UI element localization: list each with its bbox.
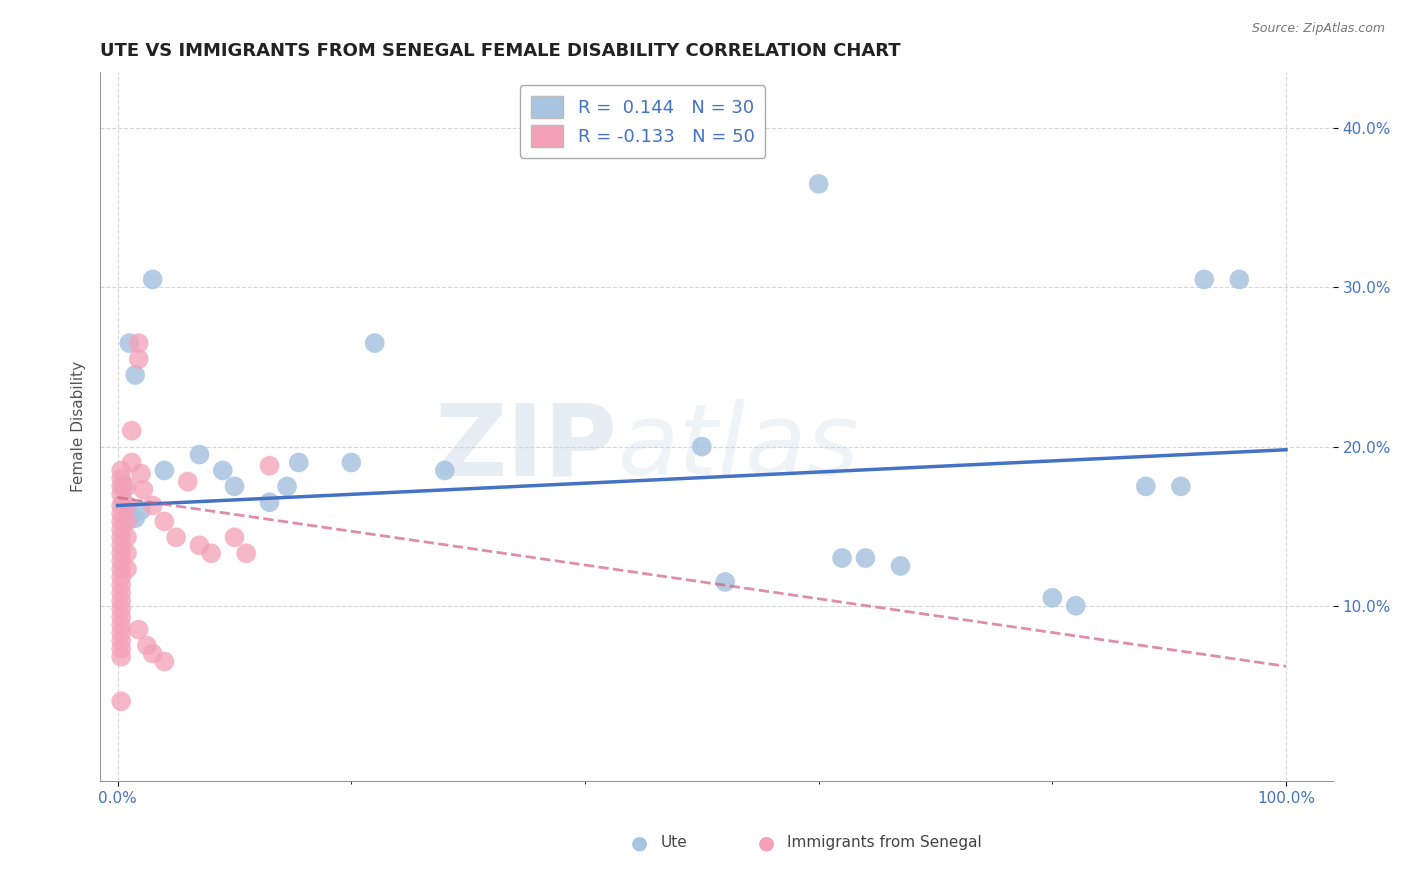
Point [433, 463, 456, 477]
Text: Ute: Ute [661, 836, 688, 850]
Point [112, 495, 135, 509]
Point [118, 336, 141, 351]
Point [200, 546, 222, 560]
Point [128, 351, 150, 366]
Point [287, 455, 309, 469]
Text: ●: ● [631, 833, 648, 853]
Point [110, 463, 132, 477]
Point [142, 272, 165, 286]
Text: atlas: atlas [617, 400, 859, 497]
Point [259, 458, 281, 473]
Point [690, 440, 713, 454]
Text: ZIP: ZIP [434, 400, 617, 497]
Point [110, 641, 132, 656]
Point [110, 570, 132, 584]
Point [1194, 272, 1216, 286]
Point [153, 655, 176, 669]
Point [115, 530, 138, 544]
Legend: R =  0.144   N = 30, R = -0.133   N = 50: R = 0.144 N = 30, R = -0.133 N = 50 [520, 85, 765, 158]
Point [110, 554, 132, 568]
Point [110, 602, 132, 616]
Point [110, 562, 132, 576]
Point [153, 463, 176, 477]
Point [121, 424, 143, 438]
Point [807, 177, 830, 191]
Point [165, 530, 187, 544]
Point [831, 551, 853, 566]
Point [128, 623, 150, 637]
Point [135, 639, 157, 653]
Text: Source: ZipAtlas.com: Source: ZipAtlas.com [1251, 22, 1385, 36]
Text: Immigrants from Senegal: Immigrants from Senegal [787, 836, 983, 850]
Point [889, 559, 911, 574]
Point [115, 546, 138, 560]
Point [224, 479, 246, 493]
Point [115, 562, 138, 576]
Point [112, 479, 135, 493]
Point [1227, 272, 1250, 286]
Point [224, 530, 246, 544]
Point [110, 649, 132, 664]
Point [110, 507, 132, 521]
Point [129, 503, 152, 517]
Point [1170, 479, 1192, 493]
Point [110, 479, 132, 493]
Point [211, 463, 233, 477]
Point [110, 487, 132, 501]
Point [128, 336, 150, 351]
Point [259, 495, 281, 509]
Point [110, 515, 132, 529]
Point [235, 546, 257, 560]
Text: UTE VS IMMIGRANTS FROM SENEGAL FEMALE DISABILITY CORRELATION CHART: UTE VS IMMIGRANTS FROM SENEGAL FEMALE DI… [100, 42, 901, 60]
Point [110, 633, 132, 648]
Point [110, 471, 132, 485]
Point [110, 530, 132, 544]
Point [110, 578, 132, 592]
Point [121, 455, 143, 469]
Point [115, 479, 138, 493]
Point [110, 610, 132, 624]
Point [124, 368, 146, 382]
Point [110, 538, 132, 552]
Point [110, 499, 132, 513]
Point [364, 336, 387, 351]
Text: ●: ● [758, 833, 775, 853]
Point [110, 522, 132, 536]
Point [115, 499, 138, 513]
Point [1064, 599, 1087, 613]
Point [142, 499, 165, 513]
Point [188, 538, 211, 552]
Point [124, 511, 146, 525]
Point [276, 479, 298, 493]
Point [118, 511, 141, 525]
Point [1135, 479, 1157, 493]
Point [855, 551, 877, 566]
Point [110, 625, 132, 640]
Point [188, 448, 211, 462]
Point [115, 515, 138, 529]
Point [177, 475, 200, 489]
Point [340, 455, 363, 469]
Point [714, 574, 737, 589]
Point [110, 618, 132, 632]
Point [110, 594, 132, 608]
Point [129, 467, 152, 481]
Point [142, 647, 165, 661]
Point [153, 515, 176, 529]
Point [1040, 591, 1063, 605]
Point [110, 694, 132, 708]
Point [132, 483, 155, 497]
Y-axis label: Female Disability: Female Disability [72, 361, 86, 492]
Point [110, 546, 132, 560]
Point [110, 586, 132, 600]
